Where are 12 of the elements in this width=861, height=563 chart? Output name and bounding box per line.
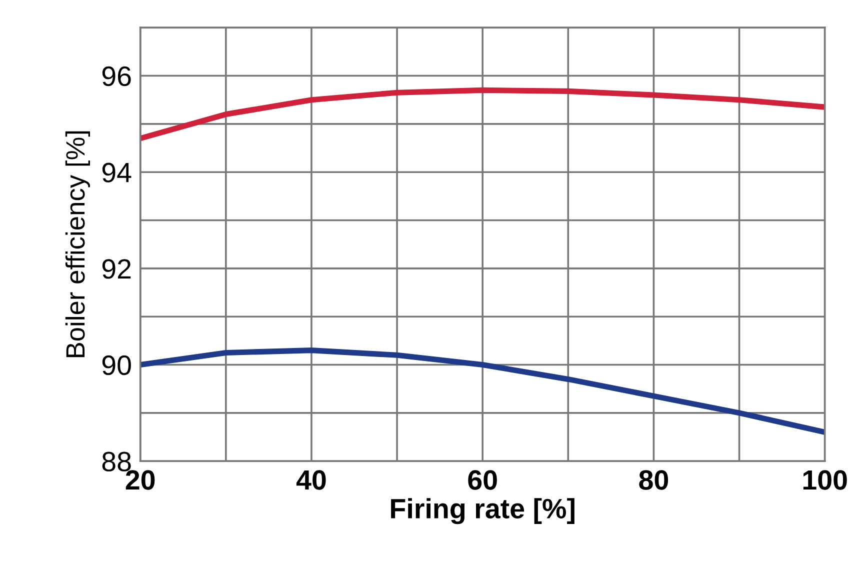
x-tick-label: 20 xyxy=(126,470,155,490)
x-axis-title: Firing rate [%] xyxy=(391,498,574,524)
x-tick-label: 80 xyxy=(639,470,668,490)
y-tick-label: 92 xyxy=(102,259,131,279)
x-tick-label: 100 xyxy=(803,470,847,490)
y-tick-label: 94 xyxy=(102,162,132,182)
y-axis-title: Boiler efficiency [%] xyxy=(65,131,90,358)
y-tick-label: 96 xyxy=(102,66,131,86)
y-tick-label: 88 xyxy=(102,452,131,472)
x-tick-label: 60 xyxy=(468,470,497,490)
x-tick-label: 40 xyxy=(296,470,326,490)
y-tick-label: 90 xyxy=(102,355,131,376)
